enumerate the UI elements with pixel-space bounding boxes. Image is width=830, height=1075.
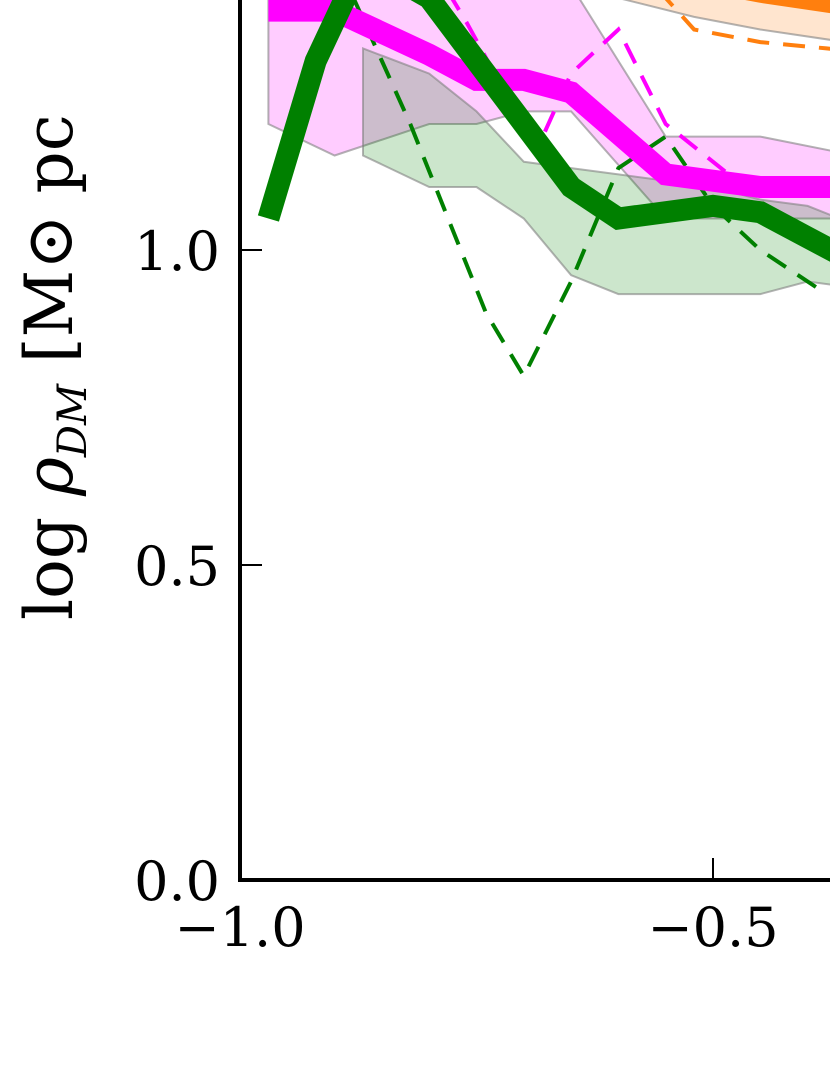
y-axis-label-units: [M⊙ pc (11, 114, 88, 384)
solid-line-2 (257, 0, 830, 262)
y-tick-label-1: 0.5 (134, 535, 220, 598)
y-axis-label-subscript: DM (50, 383, 96, 458)
y-tick-label-2: 1.0 (134, 220, 220, 283)
dashed-line-1 (450, 0, 762, 202)
dashed-lines (352, 0, 830, 381)
y-axis-label: log ρDM [M⊙ pc (11, 114, 96, 620)
ticks: 0.0 0.5 1.0 −1.0 −0.5 (134, 220, 778, 959)
solid-lines (257, 0, 830, 262)
x-tick-label-1: −0.5 (647, 896, 778, 959)
band-0 (622, 0, 830, 41)
y-axis-label-symbol: ρ (11, 457, 88, 497)
y-tick-label-0: 0.0 (134, 850, 220, 913)
axes (238, 0, 830, 882)
dashed-line-0 (618, 0, 830, 51)
x-tick-label-0: −1.0 (174, 896, 305, 959)
solid-line-1 (268, 0, 830, 198)
y-axis-label-prefix: log (11, 496, 88, 620)
dashed-line-2 (352, 0, 828, 381)
